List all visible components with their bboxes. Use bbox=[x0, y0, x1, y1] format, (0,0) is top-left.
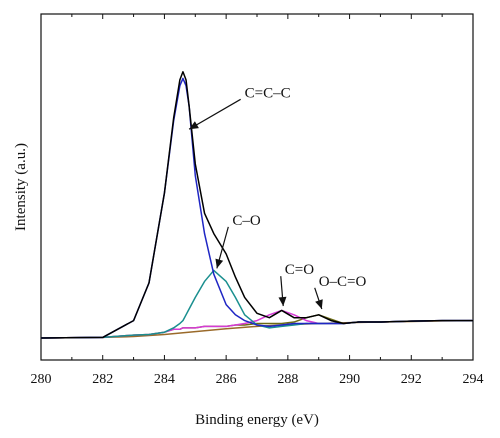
x-tick-label: 286 bbox=[216, 372, 237, 387]
annotation-label-3: O–C=O bbox=[319, 274, 367, 290]
x-tick-label: 292 bbox=[401, 372, 422, 387]
x-axis-title: Binding energy (eV) bbox=[195, 412, 319, 428]
x-tick-label: 280 bbox=[31, 372, 52, 387]
x-tick-label: 294 bbox=[463, 372, 484, 387]
x-tick-label: 290 bbox=[339, 372, 360, 387]
annotation-label-0: C=C–C bbox=[245, 85, 291, 101]
y-axis-title: Intensity (a.u.) bbox=[13, 143, 29, 231]
series-layer bbox=[40, 71, 474, 339]
series-line-2 bbox=[40, 269, 473, 339]
annotation-arrowhead-2 bbox=[278, 296, 287, 307]
x-tick-label: 284 bbox=[154, 372, 175, 387]
annotation-arrowhead-3 bbox=[315, 299, 323, 309]
annotation-layer: C=C–C C–O C=O O–C=O bbox=[188, 85, 367, 310]
annotation-arrowhead-0 bbox=[189, 121, 199, 130]
series-line-1 bbox=[40, 77, 473, 339]
series-line-0 bbox=[40, 71, 473, 339]
x-tick-label: 282 bbox=[92, 372, 113, 387]
annotation-label-2: C=O bbox=[285, 262, 314, 278]
annotation-arrow-0 bbox=[188, 98, 241, 130]
annotation-arrowhead-1 bbox=[215, 258, 224, 269]
plot-frame bbox=[40, 13, 474, 361]
x-axis-ticks: 280 282 284 286 288 290 292 294 bbox=[31, 14, 484, 387]
annotation-label-1: C–O bbox=[232, 213, 261, 229]
x-tick-label: 288 bbox=[277, 372, 298, 387]
